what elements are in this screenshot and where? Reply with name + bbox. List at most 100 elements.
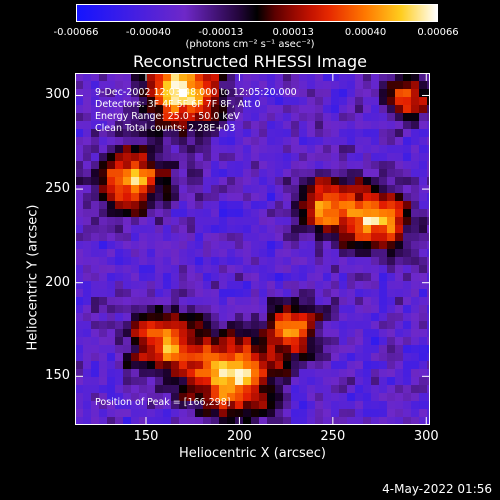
heatmap-pixel: [251, 377, 259, 385]
heatmap-pixel: [195, 169, 203, 177]
heatmap-pixel: [315, 385, 323, 393]
heatmap-pixel: [75, 249, 83, 257]
heatmap-pixel: [339, 145, 347, 153]
heatmap-pixel: [251, 249, 259, 257]
heatmap-pixel: [251, 321, 259, 329]
heatmap-pixel: [179, 209, 187, 217]
heatmap-pixel: [411, 281, 419, 289]
heatmap-pixel: [171, 153, 179, 161]
heatmap-pixel: [195, 177, 203, 185]
heatmap-pixel: [251, 345, 259, 353]
heatmap-pixel: [131, 361, 139, 369]
heatmap-pixel: [331, 225, 339, 233]
heatmap-pixel: [323, 177, 331, 185]
heatmap-pixel: [339, 361, 347, 369]
heatmap-pixel: [259, 185, 267, 193]
heatmap-pixel: [347, 369, 355, 377]
heatmap-pixel: [267, 297, 275, 305]
heatmap-pixel: [179, 257, 187, 265]
heatmap-pixel: [227, 217, 235, 225]
heatmap-pixel: [195, 297, 203, 305]
heatmap-pixel: [227, 89, 235, 97]
heatmap-pixel: [411, 265, 419, 273]
heatmap-pixel: [243, 241, 251, 249]
heatmap-pixel: [99, 249, 107, 257]
heatmap-pixel: [283, 89, 291, 97]
heatmap-pixel: [195, 153, 203, 161]
heatmap-pixel: [219, 257, 227, 265]
heatmap-pixel: [123, 281, 131, 289]
heatmap-pixel: [243, 105, 251, 113]
heatmap-pixel: [291, 337, 299, 345]
heatmap-pixel: [427, 289, 430, 297]
heatmap-pixel: [91, 153, 99, 161]
heatmap-pixel: [219, 273, 227, 281]
heatmap-pixel: [371, 233, 379, 241]
heatmap-pixel: [203, 145, 211, 153]
heatmap-pixel: [163, 89, 171, 97]
heatmap-pixel: [187, 225, 195, 233]
heatmap-pixel: [211, 321, 219, 329]
heatmap-pixel: [227, 233, 235, 241]
heatmap-pixel: [331, 97, 339, 105]
heatmap-pixel: [211, 417, 219, 425]
heatmap-pixel: [371, 409, 379, 417]
heatmap-pixel: [155, 249, 163, 257]
heatmap-pixel: [155, 337, 163, 345]
heatmap-pixel: [427, 385, 430, 393]
heatmap-pixel: [259, 377, 267, 385]
heatmap-pixel: [395, 73, 403, 81]
heatmap-pixel: [235, 361, 243, 369]
heatmap-pixel: [91, 345, 99, 353]
heatmap-pixel: [163, 321, 171, 329]
heatmap-pixel: [387, 249, 395, 257]
heatmap-pixel: [315, 169, 323, 177]
heatmap-pixel: [347, 393, 355, 401]
heatmap-pixel: [219, 305, 227, 313]
heatmap-pixel: [323, 393, 331, 401]
heatmap-pixel: [419, 385, 427, 393]
heatmap-pixel: [195, 409, 203, 417]
heatmap-pixel: [355, 361, 363, 369]
heatmap-pixel: [411, 241, 419, 249]
heatmap-pixel: [235, 297, 243, 305]
heatmap-pixel: [235, 201, 243, 209]
heatmap-pixel: [299, 321, 307, 329]
heatmap-pixel: [331, 73, 339, 81]
heatmap-pixel: [211, 337, 219, 345]
heatmap-pixel: [75, 329, 83, 337]
heatmap-pixel: [99, 369, 107, 377]
heatmap-pixel: [179, 417, 187, 425]
heatmap-pixel: [347, 409, 355, 417]
heatmap-pixel: [323, 233, 331, 241]
heatmap-pixel: [427, 129, 430, 137]
heatmap-pixel: [363, 249, 371, 257]
heatmap-pixel: [195, 225, 203, 233]
heatmap-pixel: [203, 169, 211, 177]
heatmap-pixel: [315, 185, 323, 193]
heatmap-pixel: [131, 353, 139, 361]
heatmap-pixel: [395, 305, 403, 313]
heatmap-pixel: [379, 177, 387, 185]
heatmap-pixel: [323, 193, 331, 201]
heatmap-pixel: [379, 249, 387, 257]
heatmap-pixel: [419, 353, 427, 361]
heatmap-pixel: [139, 249, 147, 257]
heatmap-pixel: [363, 137, 371, 145]
heatmap-pixel: [139, 313, 147, 321]
heatmap-pixel: [107, 153, 115, 161]
heatmap-pixel: [291, 185, 299, 193]
heatmap-pixel: [339, 105, 347, 113]
heatmap-pixel: [171, 201, 179, 209]
heatmap-pixel: [339, 289, 347, 297]
heatmap-pixel: [195, 265, 203, 273]
heatmap-pixel: [91, 177, 99, 185]
heatmap-pixel: [251, 73, 259, 81]
heatmap-pixel: [131, 385, 139, 393]
heatmap-pixel: [299, 177, 307, 185]
heatmap-pixel: [131, 289, 139, 297]
heatmap-pixel: [395, 369, 403, 377]
colorbar-units: (photons cm⁻² s⁻¹ asec⁻²): [185, 39, 315, 50]
heatmap-pixel: [267, 345, 275, 353]
heatmap-pixel: [363, 145, 371, 153]
